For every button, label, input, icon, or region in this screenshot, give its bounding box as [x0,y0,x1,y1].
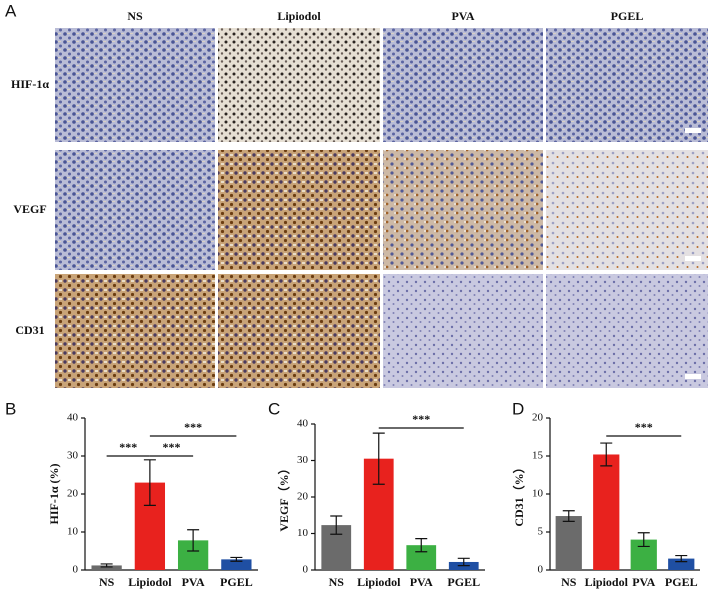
row-header: VEGF [13,202,46,216]
column-header: PVA [451,9,474,23]
significance-label: *** [412,412,430,426]
y-axis-label: VEGF（%） [276,462,291,531]
y-tick-label: 10 [532,488,544,500]
micrograph [55,28,215,142]
micrograph [383,28,543,142]
x-tick-label: PVA [632,575,655,589]
y-tick-label: 40 [297,418,309,430]
column-header: Lipiodol [277,9,321,23]
panel-label: D [512,399,524,418]
error-bar [330,515,343,535]
y-tick-label: 15 [532,450,544,462]
x-tick-label: Lipiodol [128,575,172,589]
y-tick-label: 30 [67,450,79,462]
micrograph [546,274,708,388]
bar [221,559,252,570]
x-tick-label: PGEL [447,575,480,589]
bar [555,516,582,570]
error-bar [457,557,470,567]
x-tick-label: NS [99,575,115,589]
error-bar [675,554,688,563]
bar [91,565,122,570]
error-bar [415,538,428,553]
error-bar [230,556,243,562]
error-bar [600,442,613,467]
y-tick-label: 20 [297,491,309,503]
bar [593,454,620,570]
micrograph [546,150,708,270]
column-header: PGEL [611,9,644,23]
significance-label: *** [163,440,181,454]
y-tick-label: 10 [297,527,309,539]
scale-bar [685,128,701,133]
micrograph [383,150,543,270]
x-tick-label: PVA [182,575,205,589]
significance-label: *** [119,440,137,454]
y-tick-label: 10 [67,526,79,538]
micrograph [55,274,215,388]
micrograph [218,150,380,270]
panel-label: C [268,399,280,418]
y-tick-label: 0 [538,564,544,576]
micrograph [546,28,708,142]
x-tick-label: PVA [410,575,433,589]
y-axis-label: HIF-1α (%) [47,463,61,524]
micrograph [218,28,380,142]
error-bar [562,510,575,522]
micrograph [218,274,380,388]
error-bar [187,529,200,552]
column-header: NS [127,9,143,23]
x-tick-label: PGEL [220,575,253,589]
micrograph [55,150,215,270]
significance-label: *** [184,420,202,434]
micrograph [383,274,543,388]
y-axis-label: CD31（%） [511,461,526,526]
error-bar [372,432,385,485]
x-tick-label: NS [329,575,345,589]
x-tick-label: NS [561,575,577,589]
y-tick-label: 20 [67,488,79,500]
y-tick-label: 20 [532,412,544,424]
significance-label: *** [635,420,653,434]
y-tick-label: 40 [67,412,79,424]
y-tick-label: 30 [297,454,309,466]
scale-bar [685,374,701,379]
x-tick-label: Lipiodol [585,575,629,589]
y-tick-label: 0 [303,564,309,576]
panel-label: B [5,399,16,418]
row-header: CD31 [15,323,44,337]
bar [668,558,695,570]
row-header: HIF-1α [11,77,49,91]
error-bar [143,459,156,506]
error-bar [100,563,113,568]
scale-bar [685,256,701,261]
panel-label: A [5,1,17,20]
y-tick-label: 5 [538,526,544,538]
x-tick-label: PGEL [665,575,698,589]
y-tick-label: 0 [73,564,79,576]
error-bar [637,532,650,548]
x-tick-label: Lipiodol [357,575,401,589]
